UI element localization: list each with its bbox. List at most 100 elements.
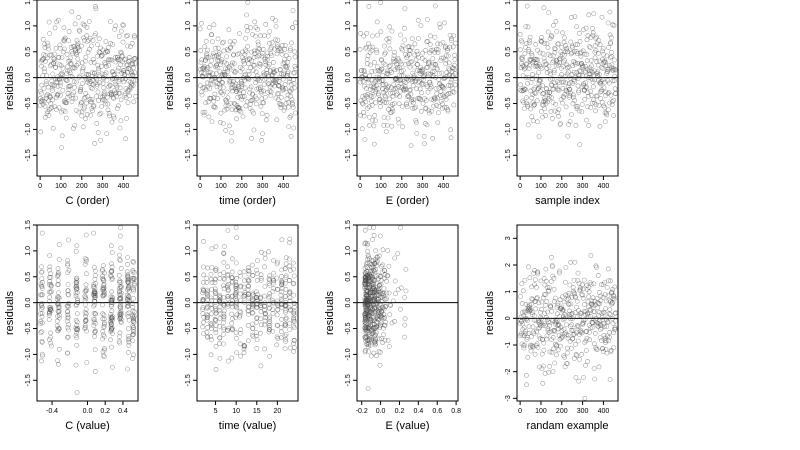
data-point <box>249 310 255 316</box>
data-point <box>213 71 219 77</box>
data-point <box>556 41 561 47</box>
data-point <box>568 316 573 322</box>
data-point <box>120 39 126 45</box>
data-point <box>45 40 50 46</box>
data-point <box>565 350 570 356</box>
data-point <box>291 304 297 310</box>
data-point <box>133 94 139 99</box>
data-point <box>207 69 213 75</box>
data-point <box>574 49 579 54</box>
data-point <box>126 298 132 303</box>
data-point <box>216 50 222 56</box>
data-point <box>392 67 398 73</box>
data-point <box>254 330 259 335</box>
data-point <box>126 342 132 348</box>
data-point <box>221 331 226 337</box>
data-point <box>530 100 536 106</box>
data-point <box>254 297 260 302</box>
data-point <box>584 37 590 43</box>
data-point <box>386 83 392 89</box>
data-point <box>555 347 561 353</box>
data-point <box>589 100 595 106</box>
data-point <box>373 330 379 336</box>
data-point <box>373 100 379 106</box>
plot-frame <box>196 0 299 177</box>
data-point <box>561 353 566 359</box>
data-point <box>599 325 605 331</box>
data-point <box>376 310 381 316</box>
data-point <box>398 32 403 38</box>
data-point <box>571 69 577 75</box>
data-point <box>539 306 544 312</box>
data-point <box>592 331 598 336</box>
plot-frame <box>36 0 139 177</box>
data-point <box>63 115 69 121</box>
data-point <box>251 127 257 133</box>
data-point <box>39 270 44 275</box>
data-point <box>599 14 605 20</box>
data-point <box>223 103 229 109</box>
data-point <box>70 65 76 71</box>
data-point <box>365 256 370 262</box>
data-point <box>540 322 546 328</box>
data-point <box>107 19 113 24</box>
data-point <box>588 92 594 98</box>
data-point <box>229 325 235 331</box>
data-point <box>56 290 61 295</box>
data-point <box>562 57 568 63</box>
data-point <box>125 100 131 106</box>
data-point <box>65 325 71 331</box>
data-point <box>59 133 65 139</box>
data-point <box>540 51 546 56</box>
data-point <box>58 72 64 78</box>
data-point <box>539 101 545 107</box>
data-point <box>565 293 571 299</box>
data-point <box>447 67 452 73</box>
data-point <box>379 336 384 342</box>
data-point <box>585 33 591 39</box>
data-point <box>452 82 458 88</box>
data-point <box>397 94 403 99</box>
data-point <box>589 63 594 69</box>
data-point <box>56 302 62 308</box>
data-point <box>374 319 380 325</box>
data-point <box>250 91 256 97</box>
scatter-panel-2: 0 100 200 300 400-1.5-1.0-0.50.00.51.01.5tim… <box>164 0 299 207</box>
data-point <box>605 78 611 84</box>
data-point <box>247 105 253 111</box>
data-point <box>609 62 615 68</box>
data-point <box>592 43 598 49</box>
data-point <box>117 258 123 263</box>
data-point <box>565 361 570 366</box>
data-point <box>415 17 421 23</box>
data-point <box>387 312 393 317</box>
data-point <box>275 322 280 328</box>
data-point <box>518 38 524 43</box>
data-point <box>89 97 95 102</box>
data-point <box>205 265 210 271</box>
data-point <box>291 125 297 131</box>
data-point <box>372 60 377 65</box>
data-point <box>265 33 271 39</box>
data-point <box>214 64 220 70</box>
data-point <box>229 138 234 144</box>
data-point <box>38 318 44 324</box>
data-point <box>587 325 593 331</box>
data-point <box>540 380 546 386</box>
data-point <box>209 298 215 303</box>
data-point <box>83 288 89 294</box>
data-point <box>551 346 556 352</box>
data-point <box>537 310 543 315</box>
data-point <box>382 50 388 56</box>
data-point <box>367 225 373 230</box>
data-point <box>586 68 592 73</box>
data-point <box>282 280 288 286</box>
data-point <box>242 85 248 91</box>
data-point <box>293 20 298 26</box>
data-point <box>567 323 573 329</box>
data-point <box>275 37 281 43</box>
data-point <box>205 294 210 300</box>
data-point <box>236 108 242 113</box>
data-point <box>519 55 524 61</box>
data-point <box>233 330 239 336</box>
